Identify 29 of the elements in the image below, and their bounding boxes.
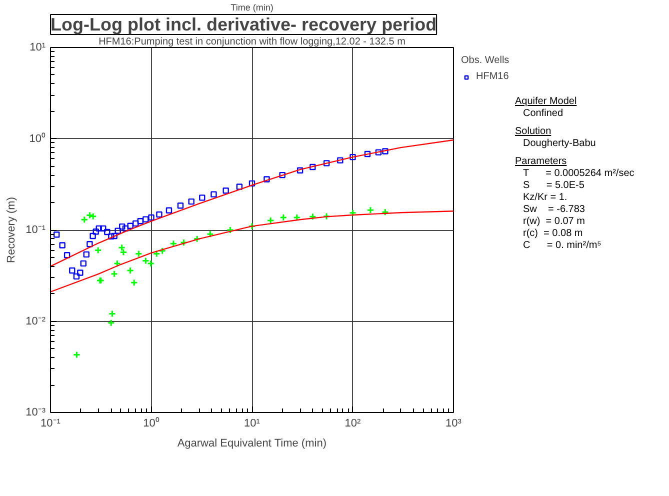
text: Solution bbox=[515, 126, 552, 138]
y-tick-label: 10⁻² bbox=[26, 315, 46, 328]
legend-title: Obs. Wells bbox=[461, 55, 510, 66]
chart-title: Log-Log plot incl. derivative- recovery period bbox=[50, 14, 437, 34]
text: Kz/Kr = 1. bbox=[523, 192, 568, 204]
y-tick-label: 10¹ bbox=[30, 42, 46, 54]
text: r(c) = 0.08 m bbox=[523, 228, 584, 240]
text: Dougherty-Babu bbox=[523, 138, 597, 150]
text: T = 0.0005264 m²/sec bbox=[523, 168, 634, 180]
text: S = 5.0E-5 bbox=[523, 180, 586, 192]
y-tick-label: 10⁻¹ bbox=[26, 224, 46, 236]
x-tick-label: 10² bbox=[344, 418, 362, 430]
x-tick-label: 10³ bbox=[446, 418, 462, 430]
x-tick-label: 10⁰ bbox=[143, 416, 160, 430]
y-tick-label: 10⁻³ bbox=[26, 406, 46, 418]
text: Parameters bbox=[515, 156, 568, 168]
legend-label: HFM16 bbox=[476, 71, 509, 82]
x-tick-label: 10⁻¹ bbox=[40, 418, 61, 430]
text: Time (min) bbox=[230, 2, 274, 12]
x-axis-title: Agarwal Equivalent Time (min) bbox=[177, 438, 326, 450]
text: Confined bbox=[523, 108, 564, 120]
y-tick-label: 10⁰ bbox=[29, 132, 46, 145]
text: C = 0. min²/m⁵ bbox=[523, 240, 602, 252]
text: r(w) = 0.07 m bbox=[523, 216, 586, 228]
text: Aquifer Model bbox=[515, 96, 578, 108]
text: Sw = -6.783 bbox=[523, 204, 586, 216]
chart-subtitle: HFM16:Pumping test in conjunction with flow logging,12.02 - 132.5 m bbox=[98, 36, 406, 48]
y-axis-title: Recovery (m) bbox=[6, 196, 18, 264]
x-tick-label: 10¹ bbox=[244, 418, 260, 430]
